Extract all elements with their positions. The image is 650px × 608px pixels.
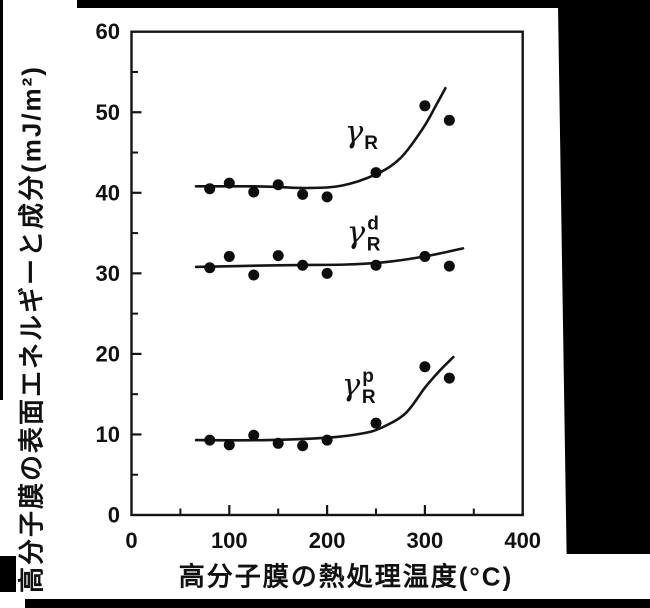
data-point (419, 361, 431, 373)
series-label: γR (345, 114, 379, 154)
scan-artifact-top-bar (77, 0, 650, 8)
y-tick-label: 20 (96, 341, 120, 366)
data-point (443, 114, 455, 126)
x-tick-label: 100 (211, 528, 248, 553)
data-point (443, 260, 455, 272)
x-tick-label: 400 (504, 528, 541, 553)
data-point (248, 186, 260, 198)
data-point (204, 262, 216, 274)
y-tick-label: 40 (96, 180, 120, 205)
data-point (272, 437, 284, 449)
scan-artifact-left-line (0, 0, 3, 400)
x-axis-label: 高分子膜の熱処理温度(°C) (178, 561, 514, 592)
y-tick-label: 10 (96, 422, 120, 447)
scan-artifact-bottom-bar (25, 599, 650, 608)
data-point (204, 434, 216, 446)
data-point (370, 167, 382, 179)
y-tick-label: 60 (96, 19, 120, 44)
data-point (443, 372, 455, 384)
data-point (297, 440, 309, 452)
data-point (321, 434, 333, 446)
data-point (370, 259, 382, 271)
fit-curve (194, 86, 447, 190)
x-tick-label: 200 (309, 528, 346, 553)
data-point (272, 179, 284, 191)
y-axis-label: 高分子膜の表面エネルギーと成分(mJ/m²) (16, 65, 47, 593)
data-point (223, 439, 235, 451)
data-point (223, 177, 235, 189)
data-point (370, 417, 382, 429)
y-tick-label: 0 (108, 503, 120, 528)
data-point (204, 183, 216, 195)
scan-artifact-right-block (558, 6, 650, 554)
data-point (321, 191, 333, 203)
y-tick-label: 30 (96, 261, 120, 286)
data-point (272, 250, 284, 262)
fit-curve (194, 355, 455, 442)
x-tick-label: 0 (125, 528, 137, 553)
scan-artifact-left-block (0, 556, 16, 592)
y-tick-label: 50 (96, 100, 120, 125)
data-point (248, 429, 260, 441)
data-point (297, 259, 309, 271)
data-point (223, 250, 235, 262)
x-tick-label: 300 (407, 528, 444, 553)
data-point (248, 269, 260, 281)
data-point (419, 250, 431, 262)
data-point (297, 188, 309, 200)
data-point (321, 267, 333, 279)
data-point (419, 100, 431, 112)
